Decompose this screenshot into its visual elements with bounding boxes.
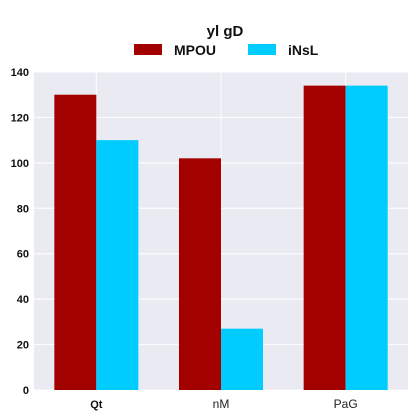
- x-tick-label: Qt: [90, 399, 103, 411]
- bar-insl-qt: [96, 140, 139, 390]
- y-tick-label: 140: [11, 67, 29, 79]
- y-tick-label: 60: [17, 249, 29, 261]
- x-tick-label: nM: [213, 397, 230, 411]
- legend-label-insl: iNsL: [288, 42, 319, 58]
- y-tick-label: 100: [11, 158, 29, 170]
- bar-mpou-qt: [54, 94, 97, 390]
- bar-mpou-pag: [303, 85, 346, 390]
- bar-insl-pag: [345, 85, 388, 390]
- y-tick-label: 80: [17, 203, 29, 215]
- bars: [54, 85, 388, 390]
- legend-swatch-mpou: [134, 44, 162, 55]
- legend: MPOU iNsL: [134, 42, 319, 58]
- bar-mpou-nm: [179, 158, 221, 390]
- y-tick-label: 120: [11, 112, 29, 124]
- y-axis-ticks: 0 20 40 60 80 100 120 140: [11, 67, 29, 397]
- legend-label-mpou: MPOU: [174, 42, 216, 58]
- y-tick-label: 40: [17, 294, 29, 306]
- chart-title: yl gD: [207, 23, 244, 40]
- y-tick-label: 20: [17, 340, 29, 352]
- x-axis-ticks: Qt nM PaG: [90, 397, 357, 411]
- bar-insl-nm: [221, 328, 263, 390]
- y-tick-label: 0: [23, 385, 29, 397]
- x-tick-label: PaG: [334, 397, 358, 411]
- legend-swatch-insl: [248, 44, 276, 55]
